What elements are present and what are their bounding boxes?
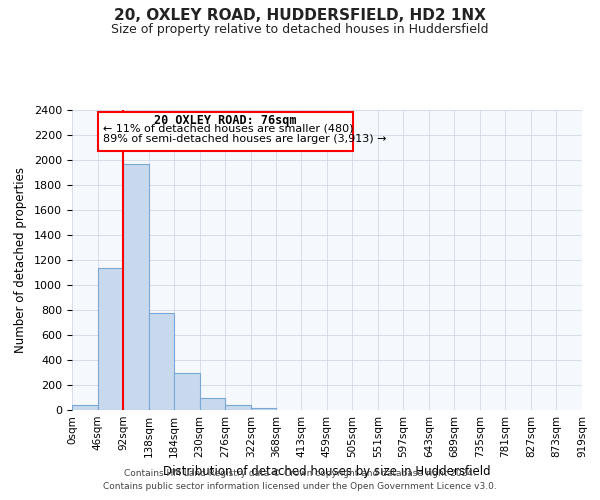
Text: 20, OXLEY ROAD, HUDDERSFIELD, HD2 1NX: 20, OXLEY ROAD, HUDDERSFIELD, HD2 1NX (114, 8, 486, 22)
Text: 89% of semi-detached houses are larger (3,913) →: 89% of semi-detached houses are larger (… (103, 134, 386, 144)
Bar (149, 312, 174, 410)
Text: Size of property relative to detached houses in Huddersfield: Size of property relative to detached ho… (111, 22, 489, 36)
X-axis label: Distribution of detached houses by size in Huddersfield: Distribution of detached houses by size … (163, 466, 491, 478)
Bar (72, 405, 98, 410)
Text: 20 OXLEY ROAD: 76sqm: 20 OXLEY ROAD: 76sqm (154, 114, 296, 128)
Bar (251, 408, 276, 410)
Bar (98, 268, 123, 410)
FancyBboxPatch shape (98, 112, 353, 150)
Bar (174, 372, 200, 410)
Text: Contains public sector information licensed under the Open Government Licence v3: Contains public sector information licen… (103, 482, 497, 491)
Bar (200, 398, 225, 410)
Text: ← 11% of detached houses are smaller (480): ← 11% of detached houses are smaller (48… (103, 123, 353, 133)
Text: Contains HM Land Registry data © Crown copyright and database right 2024.: Contains HM Land Registry data © Crown c… (124, 468, 476, 477)
Bar (225, 405, 251, 410)
Bar (123, 164, 149, 410)
Y-axis label: Number of detached properties: Number of detached properties (14, 167, 27, 353)
